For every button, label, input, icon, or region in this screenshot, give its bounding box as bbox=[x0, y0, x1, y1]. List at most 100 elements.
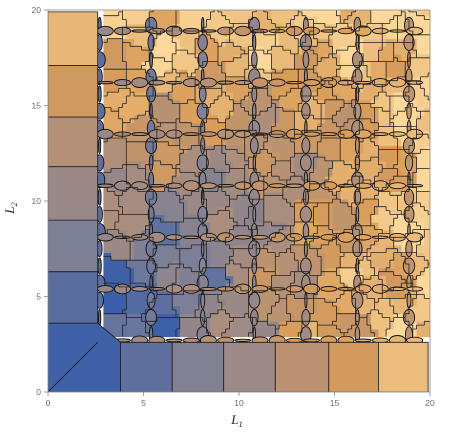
voronoi-cell bbox=[179, 275, 188, 284]
voronoi-cell bbox=[279, 244, 288, 254]
voronoi-cell bbox=[370, 84, 379, 93]
voronoi-cell bbox=[324, 15, 334, 24]
divergent-lens bbox=[131, 77, 149, 88]
voronoi-cell bbox=[179, 153, 188, 162]
voronoi-cell bbox=[126, 99, 135, 108]
voronoi-cell bbox=[103, 107, 112, 116]
voronoi-cell bbox=[111, 69, 120, 78]
voronoi-cell bbox=[332, 31, 341, 40]
voronoi-cell bbox=[217, 160, 227, 170]
voronoi-cell bbox=[103, 191, 112, 200]
voronoi-cell bbox=[118, 214, 127, 223]
voronoi-cell bbox=[233, 321, 242, 330]
divergent-lens bbox=[234, 130, 252, 138]
voronoi-cell bbox=[202, 176, 211, 185]
voronoi-cell bbox=[332, 15, 341, 24]
divergent-lens bbox=[165, 234, 183, 241]
divergent-lens bbox=[268, 78, 286, 87]
voronoi-cell bbox=[256, 137, 265, 147]
voronoi-cell bbox=[424, 46, 430, 55]
voronoi-cell bbox=[225, 84, 234, 93]
voronoi-cell bbox=[332, 199, 341, 208]
voronoi-cell bbox=[256, 38, 265, 47]
voronoi-cell bbox=[187, 46, 196, 55]
voronoi-cell bbox=[233, 237, 242, 246]
voronoi-cell bbox=[294, 61, 303, 70]
voronoi-cell bbox=[279, 153, 288, 162]
voronoi-cell bbox=[416, 15, 425, 24]
divergent-lens bbox=[303, 240, 308, 258]
voronoi-cell bbox=[111, 122, 120, 131]
voronoi-cell bbox=[386, 290, 395, 299]
voronoi-cell bbox=[309, 10, 318, 17]
voronoi-cell bbox=[363, 107, 372, 116]
divergent-lens bbox=[217, 184, 235, 188]
voronoi-cell bbox=[401, 53, 410, 63]
bottom-row-block bbox=[171, 341, 225, 392]
voronoi-cell bbox=[424, 260, 430, 269]
voronoi-cell bbox=[248, 160, 257, 170]
voronoi-cell bbox=[317, 313, 326, 322]
voronoi-cell bbox=[324, 160, 334, 170]
voronoi-cell bbox=[370, 214, 379, 223]
voronoi-cell bbox=[240, 61, 250, 70]
voronoi-cell bbox=[370, 290, 379, 299]
voronoi-cell bbox=[225, 153, 234, 162]
voronoi-cell bbox=[424, 84, 430, 93]
voronoi-cell bbox=[416, 38, 425, 47]
divergent-lens bbox=[301, 309, 311, 326]
voronoi-cell bbox=[378, 61, 387, 70]
voronoi-cell bbox=[202, 69, 211, 78]
voronoi-cell bbox=[217, 260, 227, 269]
voronoi-cell bbox=[195, 191, 204, 200]
voronoi-cell bbox=[332, 252, 341, 261]
voronoi-cell bbox=[225, 99, 234, 108]
voronoi-cell bbox=[103, 176, 112, 185]
divergent-lens bbox=[252, 205, 257, 223]
voronoi-cell bbox=[279, 199, 288, 208]
voronoi-cell bbox=[141, 267, 150, 276]
voronoi-cell bbox=[103, 199, 112, 208]
voronoi-cell bbox=[149, 252, 158, 261]
voronoi-cell bbox=[424, 275, 430, 284]
voronoi-cell bbox=[179, 328, 188, 338]
voronoi-cell bbox=[363, 153, 372, 162]
divergent-lens bbox=[302, 51, 310, 69]
voronoi-cell bbox=[347, 137, 357, 147]
voronoi-cell bbox=[164, 53, 173, 63]
voronoi-cell bbox=[240, 328, 250, 338]
voronoi-cell bbox=[393, 214, 402, 223]
voronoi-cell bbox=[378, 237, 387, 246]
voronoi-cell bbox=[286, 145, 295, 154]
divergent-lens bbox=[148, 287, 166, 291]
voronoi-cell bbox=[240, 10, 250, 17]
voronoi-cell bbox=[156, 244, 166, 254]
voronoi-cell bbox=[187, 160, 196, 170]
voronoi-cell bbox=[324, 313, 334, 322]
voronoi-cell bbox=[256, 31, 265, 40]
voronoi-cell bbox=[424, 122, 430, 131]
voronoi-cell bbox=[408, 306, 418, 315]
voronoi-cell bbox=[317, 10, 326, 17]
voronoi-cell bbox=[233, 15, 242, 24]
voronoi-cell bbox=[111, 306, 120, 315]
voronoi-cell bbox=[210, 53, 219, 63]
voronoi-cell bbox=[401, 237, 410, 246]
voronoi-cell bbox=[279, 84, 288, 93]
voronoi-cell bbox=[172, 206, 181, 215]
voronoi-cell bbox=[279, 290, 288, 299]
divergent-lens bbox=[354, 182, 372, 189]
divergent-lens bbox=[199, 182, 217, 190]
voronoi-cell bbox=[164, 153, 173, 162]
voronoi-cell bbox=[324, 53, 334, 63]
voronoi-cell bbox=[324, 153, 334, 162]
left-column-block bbox=[48, 11, 99, 66]
voronoi-cell bbox=[286, 53, 295, 63]
divergent-lens bbox=[405, 240, 413, 258]
voronoi-cell bbox=[187, 298, 196, 307]
voronoi-cell bbox=[141, 260, 150, 269]
voronoi-cell bbox=[111, 53, 120, 63]
voronoi-cell bbox=[202, 23, 211, 32]
voronoi-cell bbox=[217, 199, 227, 208]
voronoi-cell bbox=[347, 306, 357, 315]
